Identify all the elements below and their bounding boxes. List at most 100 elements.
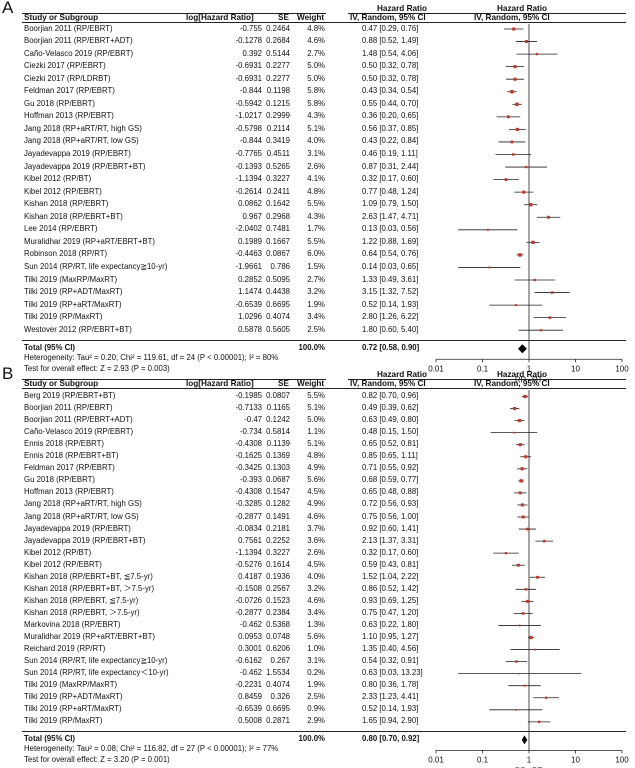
panel-letter: A	[2, 0, 14, 17]
table-row: Hoffman 2013 (RP/EBRT) -1.0217 0.2999 4.3% 0…	[0, 110, 635, 122]
se-value: 0.0867	[266, 249, 290, 259]
se-value: 0.1614	[266, 559, 290, 569]
point-estimate	[518, 672, 521, 675]
hr-ci-value: 0.65 [0.52, 0.81]	[362, 439, 419, 449]
table-row: Jang 2018 (RP+aRT/RT, low GS) -0.2877 0.14…	[0, 511, 635, 523]
se-column-header: SE	[278, 379, 289, 388]
se-value: 0.1303	[266, 463, 290, 473]
weight-value: 4.6%	[307, 36, 325, 46]
study-name: Boorjian 2011 (RP/EBRT+ADT)	[24, 36, 133, 46]
se-value: 0.0748	[266, 632, 290, 641]
weight-value: 1.5%	[307, 261, 325, 271]
weight-value: 5.5%	[307, 199, 325, 209]
se-value: 0.2999	[266, 111, 290, 121]
weight-value: 3.1%	[307, 149, 325, 158]
weight-value: 4.1%	[307, 174, 325, 184]
se-value: 0.2277	[266, 73, 290, 83]
table-row: Lee 2014 (RP/EBRT) -2.0402 0.7481 1.7% 0.13 …	[0, 223, 635, 235]
x-axis-tick-label: 100	[615, 364, 629, 373]
log-hr-value: 0.392	[242, 48, 262, 58]
hr-ci-value: 1.48 [0.54, 4.06]	[362, 48, 419, 58]
se-value: 0.2277	[266, 61, 290, 71]
table-row: Kishan 2018 (RP/EBRT) 0.0862 0.1642 5.5% 1.0…	[0, 198, 635, 210]
study-name: Jang 2018 (RP+aRT/RT, low GS)	[24, 511, 139, 521]
point-estimate	[529, 203, 533, 207]
log-hr-value: -0.4308	[235, 439, 262, 449]
total-ci: 0.80 [0.70, 0.92]	[362, 734, 420, 744]
log-hr-value: 0.0862	[238, 199, 262, 209]
se-value: 0.1139	[266, 439, 290, 449]
weight-value: 4.8%	[307, 451, 325, 461]
point-estimate	[523, 394, 527, 399]
point-estimate	[512, 27, 516, 31]
hr-column-title: Hazard Ratio	[377, 4, 428, 13]
point-estimate	[513, 77, 517, 81]
log-hr-value: -0.2877	[235, 607, 262, 617]
study-name: Kibel 2012 (RP/EBRT)	[24, 186, 102, 196]
study-name: Sun 2014 (RP/RT, life expectancy≧10-yr)	[24, 656, 168, 666]
forest-panel-a: A Hazard Ratio Hazard Ratio Study or Subgro…	[0, 0, 635, 384]
table-row: Muralidhar 2019 (RP+aRT/EBRT+BT) 0.1989 0.…	[0, 236, 635, 248]
hr-ci-value: 0.75 [0.47, 1.20]	[362, 607, 419, 617]
log-hr-value: -0.393	[239, 475, 262, 485]
log-hr-value: -0.1625	[235, 451, 262, 461]
weight-value: 0.2%	[307, 668, 325, 678]
pooled-diamond	[521, 735, 528, 745]
table-row: Jang 2018 (RP+aRT/RT, high GS) -0.3285 0.1…	[0, 498, 635, 510]
hr-ci-value: 0.77 [0.48, 1.24]	[362, 186, 419, 196]
log-hr-value: -0.2614	[235, 186, 262, 196]
se-value: 0.2464	[266, 23, 290, 33]
log-hr-value: 0.5878	[238, 324, 262, 334]
x-axis-tick-label: 100	[615, 755, 629, 764]
point-estimate	[520, 467, 524, 471]
weight-value: 4.9%	[307, 463, 325, 473]
log-hr-value: 0.4187	[238, 571, 262, 581]
point-estimate	[537, 720, 541, 724]
hr-ci-value: 0.87 [0.31, 2.44]	[362, 161, 419, 171]
table-row: Boorjian 2011 (RP/EBRT) -0.7133 0.1165 5.1%…	[0, 402, 635, 414]
plot-method-header: IV, Random, 95% CI	[474, 13, 550, 22]
point-estimate	[515, 127, 519, 131]
point-estimate	[518, 253, 522, 257]
se-value: 0.3227	[266, 174, 290, 184]
point-estimate	[486, 228, 489, 231]
se-value: 0.6206	[266, 644, 290, 654]
hr-method-header: IV, Random, 95% CI	[350, 13, 426, 22]
log-hr-column-header: log[Hazard Ratio]	[186, 379, 254, 388]
x-axis-tick-label: 1	[527, 755, 532, 764]
table-row: Tilki 2019 (RP+aRT/MaxRT) -0.6539 0.6695 0.…	[0, 703, 635, 715]
se-value: 0.5265	[266, 161, 290, 171]
se-value: 0.2567	[266, 583, 290, 593]
total-top-rule	[22, 340, 626, 342]
se-value: 0.2114	[266, 123, 290, 133]
total-weight: 100.0%	[298, 343, 325, 353]
log-hr-value: -0.1278	[235, 36, 262, 46]
study-name: Ennis 2018 (RP/EBRT)	[24, 439, 105, 449]
hr-column-title: Hazard Ratio	[377, 370, 428, 379]
study-name: Caño-Velasco 2019 (RP/EBRT)	[24, 427, 134, 437]
log-hr-value: 1.1474	[238, 287, 262, 297]
table-row: Kishan 2018 (RP/EBRT, ＞7.5-yr) -0.2877 0.2…	[0, 607, 635, 619]
study-name: Kibel 2012 (RP/BT)	[24, 174, 92, 184]
table-row: Kibel 2012 (RP/BT) -1.1394 0.3227 2.6% 0.32 …	[0, 547, 635, 559]
se-value: 0.1642	[266, 199, 290, 209]
study-name: Kibel 2012 (RP/BT)	[24, 547, 92, 557]
x-axis-tick-label: 0.1	[477, 364, 489, 373]
point-estimate	[519, 479, 523, 483]
point-estimate	[542, 539, 546, 543]
log-hr-value: 0.5008	[238, 716, 262, 726]
x-axis-tick-label: 0.01	[428, 755, 444, 764]
point-estimate	[506, 115, 510, 119]
point-estimate	[523, 684, 526, 687]
weight-value: 2.6%	[307, 161, 325, 171]
weight-value: 2.7%	[307, 274, 325, 284]
table-row: Boorjian 2011 (RP/EBRT+ADT) -0.47 0.1242 5.…	[0, 414, 635, 426]
x-axis-tick-label: 0.01	[428, 364, 444, 373]
study-name: Tilki 2019 (RP/MaxRT)	[24, 312, 103, 322]
hr-ci-value: 1.35 [0.40, 4.56]	[362, 644, 419, 654]
weight-value: 5.6%	[307, 632, 325, 641]
study-name: Markovina 2018 (RP/EBRT)	[24, 619, 121, 629]
weight-value: 3.4%	[307, 607, 325, 617]
point-estimate	[510, 140, 514, 144]
point-estimate	[515, 102, 519, 107]
